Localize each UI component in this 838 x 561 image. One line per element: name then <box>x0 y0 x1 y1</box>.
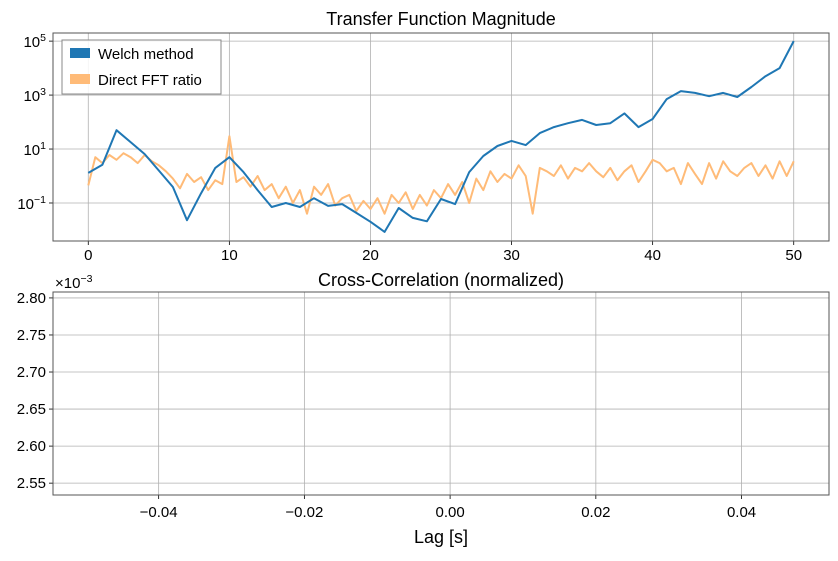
offset-text: ×10−3 <box>55 273 93 292</box>
cross-correlation-axes: Cross-Correlation (normalized) ×10−3 −0.04… <box>17 270 830 547</box>
x-tick-label: 40 <box>644 247 661 264</box>
legend-box <box>61 39 222 95</box>
transfer-function-axes: Transfer Function Magnitude 0 10 20 30 40 50 10… <box>17 9 830 264</box>
x-axis-label: Lag [s] <box>414 527 468 547</box>
x-tick-label: 20 <box>362 247 379 264</box>
y-tick-label: 2.70 <box>17 364 46 381</box>
legend-label: Direct FFT ratio <box>98 72 202 89</box>
x-tick-label: −0.04 <box>140 504 178 521</box>
legend-swatch <box>70 74 90 84</box>
chart-title: Cross-Correlation (normalized) <box>318 270 564 290</box>
legend: Welch method Direct FFT ratio <box>61 39 222 95</box>
series-line-direct-fft-ratio <box>87 135 795 215</box>
y-tick-label: 10−1 <box>17 194 46 213</box>
chart-title: Transfer Function Magnitude <box>326 9 555 29</box>
y-tick-label: 103 <box>23 86 46 105</box>
x-tick-label: 10 <box>221 247 238 264</box>
x-tick-label: 0 <box>84 247 92 264</box>
x-tick-label: 50 <box>785 247 802 264</box>
y-tick-label: 2.80 <box>17 290 46 307</box>
axes-frame <box>52 291 830 496</box>
y-tick-label: 101 <box>23 140 46 159</box>
y-tick-label: 105 <box>23 32 46 51</box>
x-tick-label: 0.02 <box>581 504 610 521</box>
x-tick-label: −0.02 <box>285 504 323 521</box>
y-tick-label: 2.60 <box>17 438 46 455</box>
x-tick-label: 0.04 <box>727 504 756 521</box>
axes-frame <box>52 32 830 242</box>
legend-label: Welch method <box>98 46 194 63</box>
y-tick-label: 2.65 <box>17 401 46 418</box>
x-tick-label: 0.00 <box>436 504 465 521</box>
y-tick-label: 2.75 <box>17 327 46 344</box>
x-tick-label: 30 <box>503 247 520 264</box>
series-line-welch-method <box>87 40 795 233</box>
y-tick-label: 2.55 <box>17 475 46 492</box>
legend-swatch <box>70 48 90 58</box>
